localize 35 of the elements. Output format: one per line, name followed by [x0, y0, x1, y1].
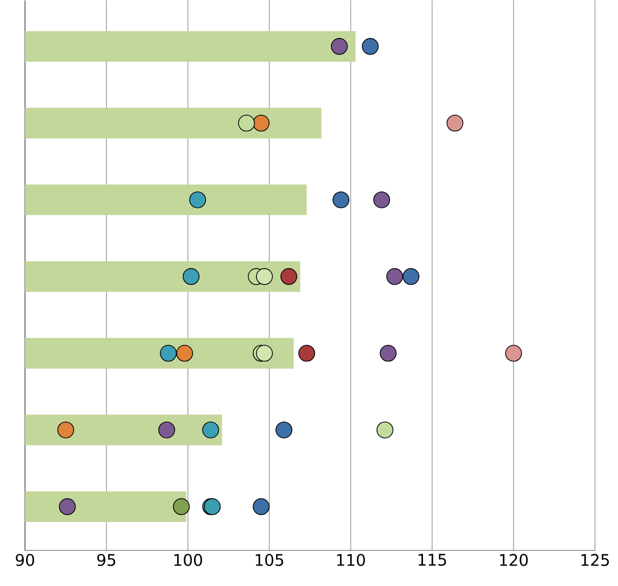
- x-tick-label: 95: [97, 554, 116, 566]
- point: [402, 268, 420, 285]
- x-tick-label: 90: [16, 554, 34, 566]
- x-tick-label: 125: [581, 554, 609, 566]
- point: [158, 421, 176, 438]
- point: [57, 421, 74, 438]
- x-tick-label: 115: [418, 554, 446, 566]
- point: [280, 268, 298, 285]
- x-tick-label: 110: [337, 554, 365, 566]
- point: [446, 114, 464, 132]
- point: [176, 344, 194, 362]
- point: [373, 191, 390, 208]
- point: [189, 191, 206, 208]
- point: [380, 344, 397, 362]
- point: [202, 421, 220, 438]
- x-tick-label: 100: [174, 554, 202, 566]
- point: [386, 268, 404, 285]
- point: [58, 498, 76, 515]
- point: [298, 344, 316, 362]
- point: [362, 38, 379, 55]
- x-tick-label: 120: [500, 554, 528, 566]
- point: [160, 344, 177, 362]
- point: [256, 268, 273, 285]
- point: [256, 344, 273, 362]
- x-tick-label: 105: [256, 554, 284, 566]
- point: [252, 114, 270, 132]
- point: [376, 421, 394, 438]
- point: [252, 498, 270, 515]
- point: [172, 498, 190, 515]
- point: [332, 191, 350, 208]
- point: [238, 114, 255, 132]
- point: [182, 268, 200, 285]
- point: [505, 344, 522, 362]
- point: [330, 38, 348, 55]
- point: [276, 421, 292, 438]
